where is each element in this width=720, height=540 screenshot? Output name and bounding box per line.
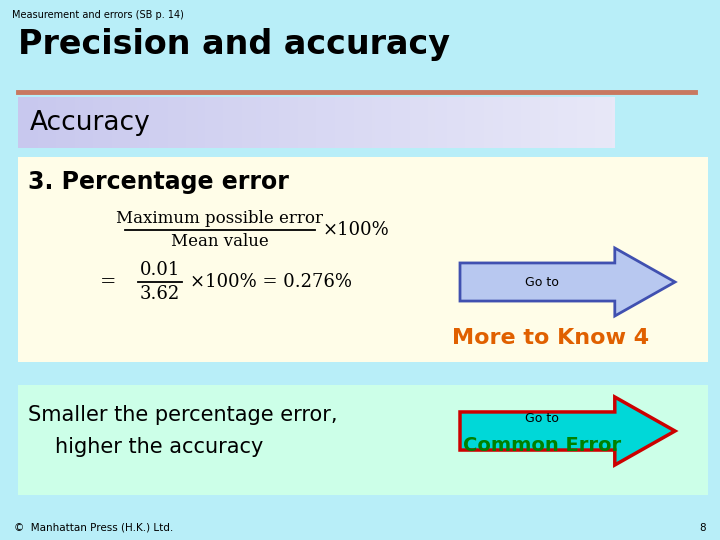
Text: Go to: Go to [525,275,559,288]
Text: Common Error: Common Error [463,436,621,455]
FancyBboxPatch shape [18,385,708,495]
Text: Mean value: Mean value [171,233,269,250]
FancyBboxPatch shape [18,157,708,362]
Text: Accuracy: Accuracy [30,110,150,136]
Text: 8: 8 [699,523,706,533]
Text: More to Know 4: More to Know 4 [451,328,649,348]
Text: 0.01: 0.01 [140,261,180,279]
Text: Maximum possible error: Maximum possible error [117,210,323,227]
Text: 3. Percentage error: 3. Percentage error [28,170,289,194]
Polygon shape [460,248,675,316]
Text: ×100%: ×100% [323,221,390,239]
Text: ×100% = 0.276%: ×100% = 0.276% [190,273,352,291]
Text: 3.62: 3.62 [140,285,180,303]
Text: =: = [100,273,117,291]
Text: higher the accuracy: higher the accuracy [55,437,264,457]
Text: Go to: Go to [525,412,559,426]
Text: Precision and accuracy: Precision and accuracy [18,28,450,61]
Text: Measurement and errors (SB p. 14): Measurement and errors (SB p. 14) [12,10,184,20]
Text: ©  Manhattan Press (H.K.) Ltd.: © Manhattan Press (H.K.) Ltd. [14,523,174,533]
Text: Smaller the percentage error,: Smaller the percentage error, [28,405,338,425]
Polygon shape [460,397,675,465]
